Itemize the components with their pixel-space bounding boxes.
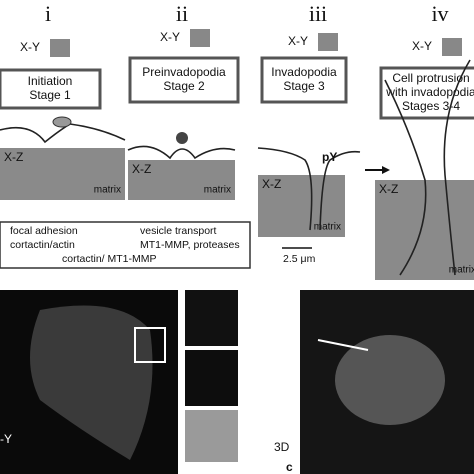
- legend-box: [0, 221, 251, 269]
- xy-label: X-Y: [288, 34, 308, 48]
- panel-label: 3D: [274, 440, 290, 454]
- arrow: [317, 339, 369, 351]
- scale-bar-label: 2.5 μm: [283, 253, 316, 265]
- micrograph: [185, 410, 238, 462]
- membrane: [257, 147, 361, 231]
- stage-numeral: ii: [176, 1, 188, 26]
- legend-item: MT1-MMP, proteases: [140, 239, 240, 251]
- xy-icon: [50, 39, 70, 57]
- cell-shape: [335, 335, 445, 425]
- stage-box: [128, 56, 240, 104]
- legend-item: vesicle transport: [140, 225, 217, 237]
- xy-icon: [190, 29, 210, 47]
- focal-adhesion-icon: [52, 116, 72, 128]
- stage-title: Stage 2: [163, 79, 205, 93]
- xz-label: X-Z: [379, 182, 398, 196]
- stage-title: with invadopodia: [385, 85, 474, 99]
- cortactin-icon: [176, 132, 188, 144]
- stage-title: Stages 3-4: [402, 99, 460, 113]
- matrix: [258, 175, 345, 237]
- cell-shape: [30, 305, 153, 460]
- panel-letter: c: [286, 460, 293, 474]
- micrograph: [185, 290, 238, 346]
- matrix-label: matrix: [449, 265, 474, 276]
- arrow-head: [382, 166, 390, 174]
- panel-label: -Y: [0, 432, 12, 446]
- stage-title: Invadopodia: [271, 65, 337, 79]
- stage-numeral: i: [45, 1, 51, 26]
- stage-title: Preinvadopodia: [142, 65, 226, 79]
- stage-box: [260, 56, 348, 104]
- matrix-label: matrix: [94, 185, 121, 196]
- legend-item: focal adhesion: [10, 225, 78, 237]
- xy-label: X-Y: [160, 30, 180, 44]
- xz-label: X-Z: [132, 162, 151, 176]
- matrix: [0, 148, 125, 200]
- membrane: [0, 123, 126, 144]
- stage-title: Stage 3: [283, 79, 325, 93]
- stage-title: Cell protrusion: [392, 71, 469, 85]
- xy-label: X-Y: [412, 39, 432, 53]
- xy-icon: [442, 38, 462, 56]
- membrane: [384, 59, 471, 276]
- matrix-label: matrix: [314, 222, 341, 233]
- stage-title: Initiation: [28, 74, 73, 88]
- xy-icon: [318, 33, 338, 51]
- stage-title: Stage 1: [29, 88, 71, 102]
- xy-label: X-Y: [20, 40, 40, 54]
- micrographs: -Y 3D c: [0, 290, 474, 474]
- stage-numeral: iii: [309, 1, 327, 26]
- stage-box: [379, 66, 474, 120]
- legend-item: cortactin/ MT1-MMP: [62, 253, 157, 265]
- stage-numeral: iv: [431, 1, 448, 26]
- matrix: [128, 160, 235, 200]
- inset-box: [134, 327, 166, 363]
- xz-label: X-Z: [4, 150, 23, 164]
- stage-box: [0, 68, 102, 110]
- annotation: pY: [322, 150, 337, 164]
- xz-label: X-Z: [262, 177, 281, 191]
- matrix: [375, 180, 474, 280]
- membrane: [127, 145, 236, 160]
- matrix-label: matrix: [204, 185, 231, 196]
- micrograph: [185, 350, 238, 406]
- legend-item: cortactin/actin: [10, 239, 75, 251]
